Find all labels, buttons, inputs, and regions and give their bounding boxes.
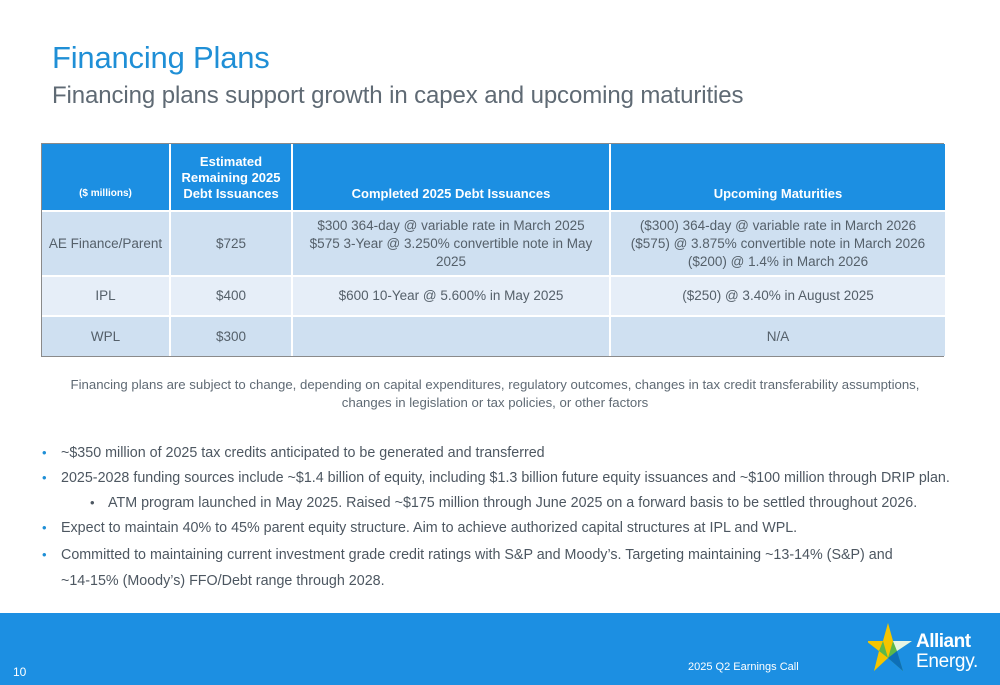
- bullet-list: • ~$350 million of 2025 tax credits antic…: [40, 442, 980, 597]
- row-maturities: ($300) 364-day @ variable rate in March …: [609, 210, 945, 276]
- sub-bullet-item: • ATM program launched in May 2025. Raise…: [40, 492, 980, 514]
- bullet-icon: •: [90, 495, 95, 510]
- maturity-line: ($200) @ 1.4% in March 2026: [687, 253, 869, 269]
- table-row: WPL $300 N/A: [42, 315, 945, 356]
- row-completed: $600 10-Year @ 5.600% in May 2025: [291, 275, 610, 316]
- event-label: 2025 Q2 Earnings Call: [688, 661, 799, 673]
- page-title: Financing Plans: [52, 40, 270, 75]
- maturity-line: ($300) 364-day @ variable rate in March …: [639, 217, 917, 233]
- column-header-completed: Completed 2025 Debt Issuances: [291, 144, 610, 211]
- bullet-text: ~$350 million of 2025 tax credits antici…: [61, 445, 545, 461]
- disclaimer-note: Financing plans are subject to change, d…: [70, 377, 920, 410]
- bullet-icon: •: [42, 547, 47, 562]
- maturity-line: ($575) @ 3.875% convertible note in Marc…: [630, 235, 926, 251]
- row-entity: AE Finance/Parent: [42, 210, 170, 276]
- completed-line: $575 3-Year @ 3.250% convertible note in…: [309, 235, 593, 269]
- table-header-row: ($ millions) Estimated Remaining 2025 De…: [42, 144, 945, 211]
- bullet-text: Expect to maintain 40% to 45% parent equ…: [61, 520, 798, 536]
- row-entity: WPL: [42, 315, 170, 356]
- page-number: 10: [13, 665, 27, 679]
- row-maturities: ($250) @ 3.40% in August 2025: [609, 275, 945, 316]
- column-header-maturities: Upcoming Maturities: [609, 144, 945, 211]
- logo-text-line2: Energy.: [916, 651, 978, 672]
- star-logo-icon: [868, 623, 912, 671]
- logo-text-line1: Alliant: [916, 631, 971, 652]
- table-row: AE Finance/Parent $725 $300 364-day @ va…: [42, 210, 945, 276]
- row-remaining: $300: [169, 315, 292, 356]
- completed-line: $300 364-day @ variable rate in March 20…: [317, 217, 585, 233]
- bullet-item: • Committed to maintaining current invest…: [40, 542, 900, 594]
- bullet-icon: •: [42, 520, 47, 535]
- bullet-icon: •: [42, 470, 47, 485]
- row-entity: IPL: [42, 275, 170, 316]
- bullet-text: ATM program launched in May 2025. Raised…: [108, 495, 918, 511]
- row-remaining: $725: [169, 210, 292, 276]
- completed-line: $600 10-Year @ 5.600% in May 2025: [338, 288, 564, 303]
- table-row: IPL $400 $600 10-Year @ 5.600% in May 20…: [42, 275, 945, 316]
- footer-bar: 10 2025 Q2 Earnings Call Alliant Energy.: [0, 613, 1000, 685]
- row-completed: [291, 315, 610, 356]
- row-remaining: $400: [169, 275, 292, 316]
- bullet-text: 2025-2028 funding sources include ~$1.4 …: [61, 470, 950, 486]
- bullet-item: • Expect to maintain 40% to 45% parent eq…: [40, 517, 980, 539]
- financing-table: ($ millions) Estimated Remaining 2025 De…: [41, 143, 945, 357]
- column-header-units: ($ millions): [42, 144, 170, 211]
- row-completed: $300 364-day @ variable rate in March 20…: [291, 210, 610, 276]
- bullet-icon: •: [42, 445, 47, 460]
- column-header-remaining: Estimated Remaining 2025 Debt Issuances: [169, 144, 292, 211]
- maturity-line: N/A: [766, 328, 790, 344]
- maturity-line: ($250) @ 3.40% in August 2025: [682, 288, 874, 303]
- row-maturities: N/A: [609, 315, 945, 356]
- bullet-item: • ~$350 million of 2025 tax credits antic…: [40, 442, 980, 464]
- alliant-energy-logo: Alliant Energy.: [868, 619, 992, 679]
- page-subtitle: Financing plans support growth in capex …: [52, 82, 744, 109]
- bullet-item: • 2025-2028 funding sources include ~$1.4…: [40, 467, 980, 489]
- bullet-text: Committed to maintaining current investm…: [61, 547, 893, 589]
